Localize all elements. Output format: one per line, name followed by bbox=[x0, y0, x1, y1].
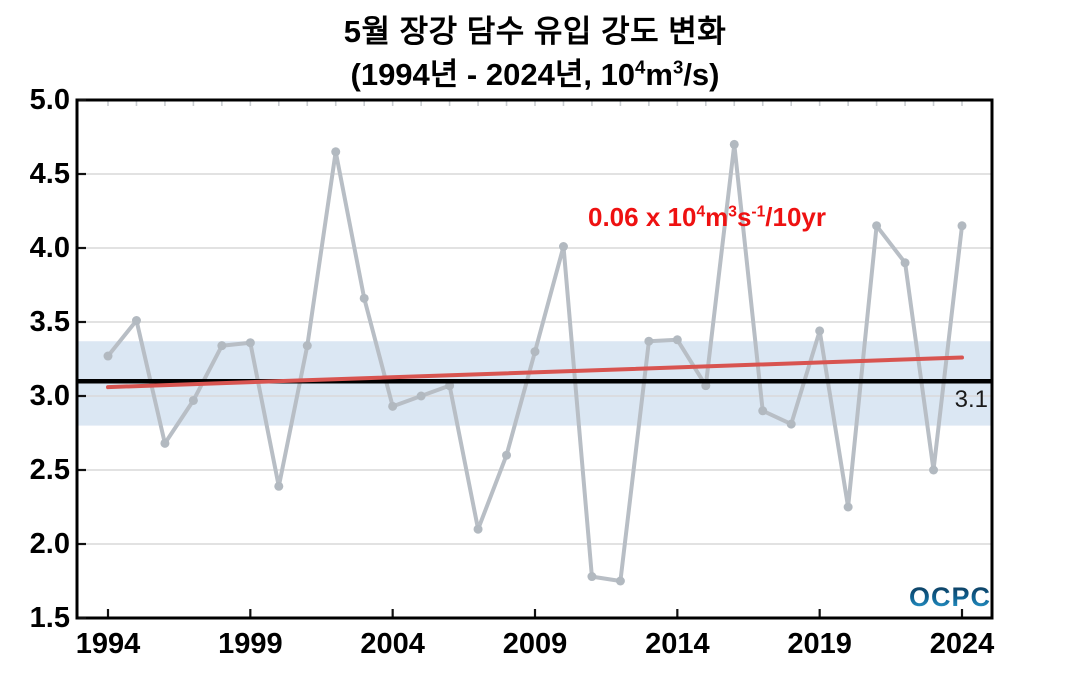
x-tick-label: 2004 bbox=[360, 628, 425, 660]
x-tick-label: 1994 bbox=[75, 628, 141, 660]
data-point-marker bbox=[786, 419, 796, 429]
data-point-marker bbox=[929, 465, 939, 475]
subtitle-sup-4: 4 bbox=[635, 56, 646, 78]
data-point-marker bbox=[815, 326, 825, 336]
y-tick-label: 2.5 bbox=[29, 454, 70, 486]
y-tick-label: 1.5 bbox=[29, 602, 70, 634]
data-point-marker bbox=[302, 341, 312, 351]
data-point-marker bbox=[758, 406, 768, 416]
trend-rate-text: 0.06 x 10 bbox=[588, 202, 697, 232]
data-point-marker bbox=[274, 481, 284, 491]
data-point-marker bbox=[530, 347, 540, 357]
data-point-marker bbox=[587, 572, 597, 582]
data-point-marker bbox=[473, 524, 483, 534]
x-tick-label: 2024 bbox=[929, 628, 995, 660]
y-tick-label: 5.0 bbox=[29, 84, 70, 116]
data-point-marker bbox=[502, 450, 512, 460]
x-tick-label: 1999 bbox=[218, 628, 283, 660]
y-tick-label: 4.5 bbox=[29, 158, 70, 190]
trend-sup-4: 4 bbox=[696, 203, 706, 221]
data-point-marker bbox=[388, 401, 398, 411]
chart-title: 5월 장강 담수 유입 강도 변화 bbox=[343, 14, 727, 49]
subtitle-m: m bbox=[645, 57, 673, 92]
data-point-marker bbox=[843, 502, 853, 512]
data-point-marker bbox=[188, 395, 198, 405]
x-tick-label: 2014 bbox=[645, 628, 710, 660]
data-point-marker bbox=[331, 147, 341, 157]
trend-sup-3: 3 bbox=[728, 203, 737, 221]
subtitle-text: (1994년 - 2024년, 10 bbox=[350, 57, 636, 92]
data-point-marker bbox=[416, 391, 426, 401]
trend-s: s bbox=[736, 202, 752, 232]
data-point-marker bbox=[729, 139, 739, 149]
data-point-marker bbox=[160, 438, 170, 448]
data-point-marker bbox=[900, 258, 910, 268]
x-tick-label: 2009 bbox=[502, 628, 568, 660]
y-tick-label: 3.0 bbox=[29, 380, 70, 412]
data-point-marker bbox=[131, 316, 141, 326]
trend-m: m bbox=[705, 202, 729, 232]
y-tick-label: 2.0 bbox=[29, 528, 70, 560]
data-point-marker bbox=[957, 221, 967, 231]
y-tick-label: 3.5 bbox=[29, 306, 70, 338]
data-point-marker bbox=[615, 576, 625, 586]
plot-frame bbox=[75, 98, 994, 620]
chart-subtitle: (1994년 - 2024년, 104m3/s) bbox=[0, 49, 1070, 94]
data-point-marker bbox=[217, 341, 227, 351]
y-tick-label: 4.0 bbox=[29, 232, 70, 264]
data-point-marker bbox=[245, 338, 255, 348]
trend-line bbox=[106, 355, 964, 390]
mean-value-label: 3.1 bbox=[954, 386, 988, 413]
subtitle-sup-3: 3 bbox=[672, 56, 684, 78]
data-point-marker bbox=[359, 293, 369, 303]
data-point-marker bbox=[644, 336, 654, 346]
x-tick-label: 2019 bbox=[787, 628, 852, 660]
data-point-marker bbox=[672, 335, 682, 345]
data-point-marker bbox=[103, 351, 113, 361]
ocpc-logo: OCPC bbox=[903, 582, 991, 613]
data-point-marker bbox=[558, 242, 568, 252]
data-point-marker bbox=[872, 221, 882, 231]
subtitle-end: /s) bbox=[683, 57, 720, 92]
trend-sup-minus1: -1 bbox=[751, 203, 766, 221]
trend-per-decade: /10yr bbox=[765, 202, 827, 232]
trend-annotation: 0.06 x 104m3s-1/10yr bbox=[588, 202, 826, 233]
